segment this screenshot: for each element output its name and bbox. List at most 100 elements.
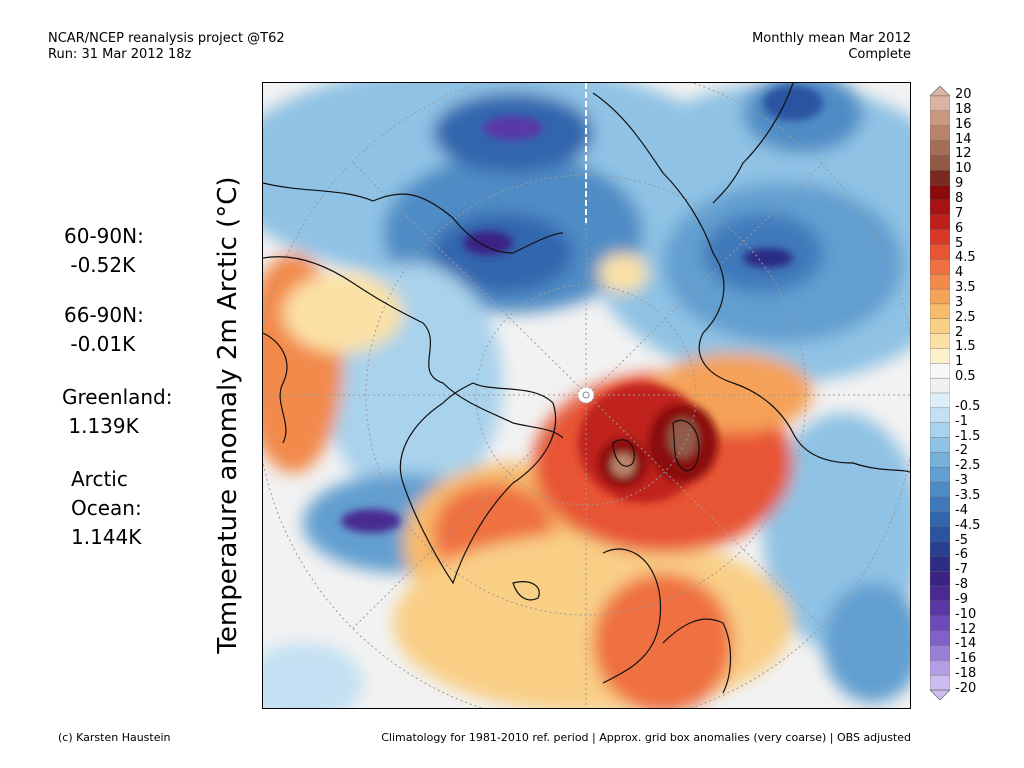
canada-coast — [263, 256, 564, 439]
colorbar-tick-label: 6 — [955, 220, 964, 236]
scandinavia-coast — [602, 548, 662, 684]
colorbar-tick-label: -18 — [955, 666, 977, 682]
dataset-title: NCAR/NCEP reanalysis project @T62 — [48, 31, 285, 46]
colorbar-tick-label: -5 — [955, 532, 968, 548]
colorbar-swatch — [930, 125, 950, 142]
colorbar-swatch — [930, 556, 950, 572]
colorbar-tick-label: 0.5 — [955, 369, 976, 385]
colorbar-swatch — [930, 660, 950, 676]
footnote: Climatology for 1981-2010 ref. period | … — [381, 731, 911, 744]
colorbar-tick-label: 12 — [955, 146, 972, 162]
siberia-coast — [592, 92, 734, 384]
colorbar-swatch — [930, 95, 950, 112]
anomaly-map — [262, 82, 911, 709]
colorbar-swatch — [930, 511, 950, 528]
stat-60-90n: 60-90N: -0.52K — [64, 222, 144, 280]
colorbar-swatch — [930, 363, 950, 379]
chukotka-coast — [712, 83, 794, 204]
colorbar-swatch — [930, 392, 950, 409]
stat-region: Arctic — [71, 467, 128, 491]
stat-value: -0.01K — [64, 332, 136, 356]
status-text: Complete — [848, 47, 911, 62]
colorbar-tick-label: -6 — [955, 547, 968, 563]
stat-region: 66-90N: — [64, 303, 144, 327]
colorbar-swatch — [930, 437, 950, 453]
alaska-coast — [263, 182, 564, 254]
stat-66-90n: 66-90N: -0.01K — [64, 301, 144, 359]
colorbar-swatch — [930, 481, 950, 498]
stat-arctic-ocean: Arctic Ocean: 1.144K — [71, 465, 142, 552]
colorbar-swatch — [930, 140, 950, 156]
hudson-coast — [263, 332, 288, 444]
stat-region-2: Ocean: — [71, 496, 142, 520]
colorbar-swatch — [930, 526, 950, 543]
colorbar-tick-label: 2 — [955, 324, 964, 340]
colorbar-tick-label: 20 — [955, 87, 972, 102]
colorbar-tick-label: 4 — [955, 265, 964, 281]
copyright: (c) Karsten Haustein — [58, 731, 171, 744]
colorbar-tick-label: 18 — [955, 101, 972, 117]
colorbar-swatch — [930, 615, 950, 632]
colorbar-tick-label: -12 — [955, 621, 977, 637]
colorbar-tick-label: 3.5 — [955, 280, 976, 296]
colorbar-tick-label: -7 — [955, 562, 968, 578]
colorbar-tick-label: 3 — [955, 294, 964, 310]
map-canvas — [263, 83, 910, 708]
colorbar-swatch — [930, 452, 950, 468]
colorbar-tick-label: 10 — [955, 161, 972, 177]
stat-value: 1.144K — [71, 525, 142, 549]
colorbar-tick-label: -3.5 — [955, 487, 981, 503]
colorbar-swatch — [930, 288, 950, 305]
colorbar-min-arrow — [930, 689, 950, 700]
colorbar-tick-label: -4 — [955, 502, 968, 518]
stat-region: Greenland: — [62, 385, 173, 409]
colorbar-swatch — [930, 318, 950, 335]
y-axis-label: Temperature anomaly 2m Arctic (°C) — [213, 176, 243, 654]
colorbar-swatch — [930, 333, 950, 350]
colorbar-swatch — [930, 155, 950, 171]
north-pole-marker — [577, 386, 595, 404]
colorbar-swatch — [930, 273, 950, 290]
colorbar-swatch — [930, 571, 950, 587]
colorbar-swatch — [930, 674, 950, 691]
greenland-coast — [399, 382, 557, 585]
colorbar-tick-label: -10 — [955, 606, 977, 622]
russia-coast — [732, 382, 910, 473]
colorbar-swatch — [930, 585, 950, 602]
colorbar-tick-label: 9 — [955, 176, 964, 192]
colorbar-swatch — [930, 170, 950, 186]
stat-region: 60-90N: — [64, 224, 144, 248]
iceland-coast — [512, 581, 540, 601]
colorbar-tick-label: -1 — [955, 413, 968, 429]
colorbar-swatch — [930, 199, 950, 216]
colorbar-tick-label: 1 — [955, 354, 964, 370]
colorbar-tick-label: 7 — [955, 205, 964, 221]
colorbar-tick-label: 1.5 — [955, 339, 976, 355]
colorbar-swatch — [930, 496, 950, 513]
colorbar-swatch — [930, 467, 950, 483]
header-right: Monthly mean Mar 2012 Complete — [752, 31, 911, 63]
colorbar-max-arrow — [930, 86, 950, 97]
colorbar-swatch — [930, 630, 950, 647]
colorbar-tick-label: 2.5 — [955, 309, 976, 325]
stat-value: -0.52K — [64, 253, 136, 277]
colorbar-tick-label: -9 — [955, 591, 968, 607]
colorbar-tick-label: -8 — [955, 577, 968, 593]
colorbar-tick-label: -16 — [955, 651, 977, 667]
colorbar-swatch — [930, 422, 950, 439]
svalbard-coast — [612, 439, 635, 467]
colorbar-swatch — [930, 244, 950, 260]
colorbar-swatch — [930, 600, 950, 617]
colorbar-tick-label: -4.5 — [955, 517, 981, 533]
colorbar-swatch — [930, 377, 950, 394]
colorbar-swatch — [930, 259, 950, 275]
colorbar-swatch — [930, 110, 950, 127]
anomaly-field — [263, 83, 910, 708]
colorbar-tick-label: -1.5 — [955, 428, 981, 444]
colorbar-swatch — [930, 348, 950, 364]
stat-value: 1.139K — [62, 414, 139, 438]
colorbar-tick-label: -20 — [955, 681, 977, 696]
colorbar-tick-label: -3 — [955, 473, 968, 489]
colorbar-tick-label: 5 — [955, 235, 964, 251]
colorbar-swatch — [930, 645, 950, 661]
